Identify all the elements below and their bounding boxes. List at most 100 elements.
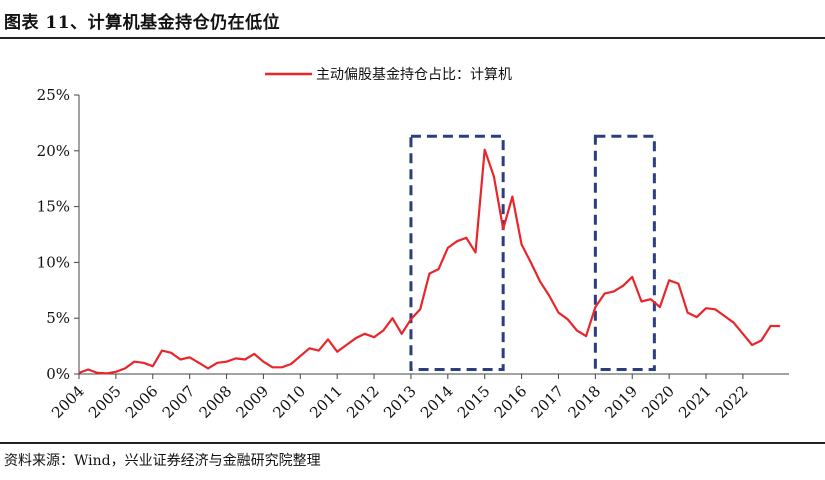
x-tick-label: 2014 [417,382,457,422]
data-point [106,372,108,375]
data-point [428,272,430,275]
data-point [244,358,246,361]
dashed-highlight-box [409,134,505,372]
data-point [493,175,495,178]
data-point [557,312,560,314]
data-point [769,325,772,327]
series-line [78,148,780,375]
series-layer [78,148,781,375]
data-point [401,333,403,335]
y-tick-label: 20% [37,142,70,160]
data-point [96,372,99,374]
data-point [225,361,228,363]
data-point [382,329,384,332]
x-tick-label: 2004 [48,382,88,422]
source-rule [0,442,825,444]
data-point [659,306,661,308]
data-point [696,316,698,318]
data-point [133,361,135,363]
x-tick-label: 2009 [233,382,273,422]
x-tick-label: 2018 [564,382,604,422]
x-tick-label: 2020 [638,382,678,422]
data-point [142,362,145,364]
x-tick-label: 2016 [491,382,531,422]
highlight-boxes [409,134,656,372]
y-tick-label: 10% [37,253,70,271]
data-point [327,338,329,341]
data-point [355,337,357,339]
data-point [410,318,412,320]
data-point [640,300,643,303]
data-point [742,333,744,335]
data-point [235,357,237,359]
data-point [308,347,311,349]
data-point [511,195,513,198]
data-point [124,367,126,370]
data-point [456,240,458,242]
data-point [465,237,467,239]
data-point [253,353,255,355]
data-point [170,352,172,354]
source-note: 资料来源：Wind，兴业证券经济与金融研究院整理 [4,453,321,469]
data-point [179,358,182,361]
x-tick-label: 2022 [712,382,752,422]
data-point [594,306,596,308]
data-point [373,336,375,338]
data-point [189,356,191,358]
data-point [585,335,587,337]
data-point [539,280,541,282]
data-point [603,293,606,295]
data-point [520,243,523,246]
data-point [216,362,218,364]
data-point [733,322,735,324]
data-point [576,329,578,332]
x-tick-label: 2007 [159,382,199,422]
data-point [262,361,265,363]
data-point [78,372,80,374]
data-point [760,339,762,342]
data-point [631,276,633,278]
x-tick-label: 2010 [269,382,309,422]
data-point [668,279,670,281]
data-point [474,251,477,253]
legend-label: 主动偏股基金持仓占比：计算机 [316,66,512,83]
data-point [613,290,615,293]
data-point [336,351,338,353]
data-point [318,349,320,352]
data-point [419,308,421,310]
y-tick-label: 0% [46,365,70,383]
data-point [567,318,569,320]
x-tick-label: 2017 [528,382,568,422]
x-tick-label: 2011 [306,382,346,422]
data-point [161,349,163,352]
data-point [779,325,781,327]
y-tick-label: 25% [37,86,70,104]
figure-title: 图表 11、计算机基金持仓仍在低位 [4,13,281,33]
data-point [530,261,532,263]
data-point [622,285,624,287]
x-tick-label: 2021 [675,382,715,422]
title-rule [0,37,825,39]
data-point [484,149,486,151]
dashed-highlight-box [593,134,656,372]
x-tick-label: 2005 [85,382,125,422]
data-point [705,307,707,309]
data-point [723,315,726,317]
y-tick-label: 15% [37,198,70,216]
data-point [198,362,200,364]
data-point [438,268,440,270]
data-point [207,367,209,370]
data-point [364,333,366,335]
x-tick-label: 2015 [454,382,494,422]
data-point [650,298,652,300]
data-point [272,366,274,368]
data-point [345,344,348,346]
legend: 主动偏股基金持仓占比：计算机 [265,66,512,83]
data-point [152,365,154,367]
data-point [714,308,716,310]
data-point [391,317,394,319]
x-tick-label: 2008 [196,382,236,422]
x-tick-label: 2012 [343,382,383,422]
data-point [115,371,117,373]
data-point [299,355,301,357]
